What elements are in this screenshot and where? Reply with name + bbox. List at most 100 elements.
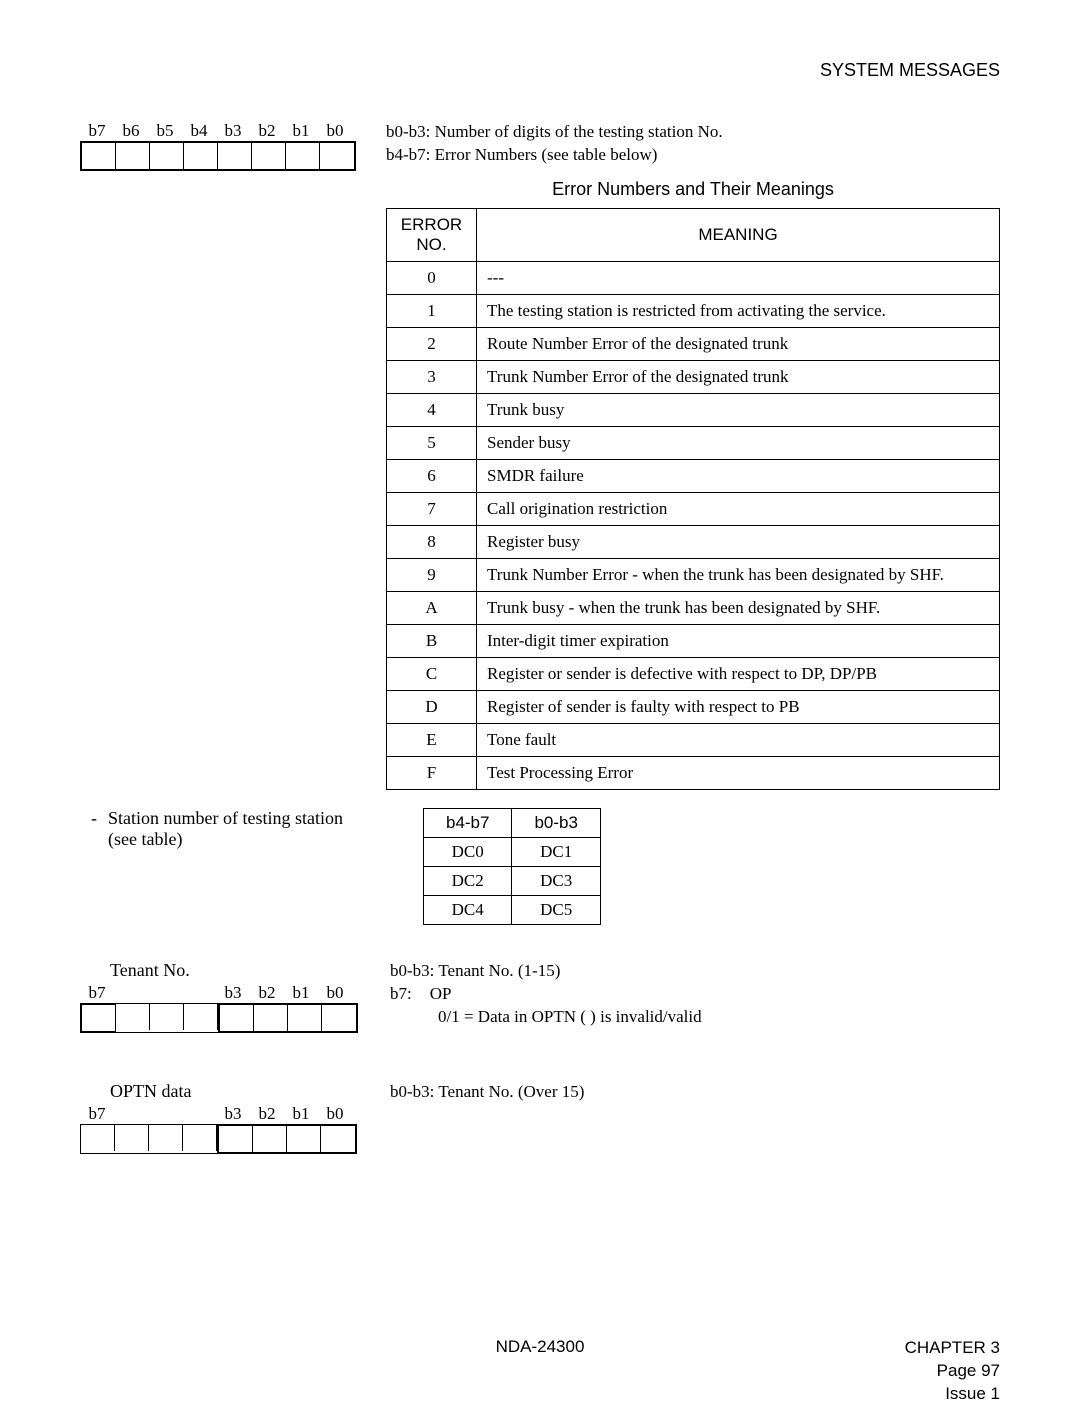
table-row: CRegister or sender is defective with re… — [387, 657, 1000, 690]
station-note-line: Station number of testing station — [108, 808, 343, 829]
tenant-bit-diagram: b7 x x x b3 b2 b1 b0 — [80, 983, 358, 1033]
error-meaning-cell: Register or sender is defective with res… — [477, 657, 1000, 690]
bit-label: b6 — [114, 121, 148, 141]
top-notes: b0-b3: Number of digits of the testing s… — [386, 121, 1000, 167]
error-no-cell: 8 — [387, 525, 477, 558]
note-line: OP — [430, 983, 452, 1006]
footer-page: Page 97 — [905, 1360, 1000, 1383]
error-no-cell: 1 — [387, 294, 477, 327]
optn-notes: b0-b3: Tenant No. (Over 15) — [390, 1081, 584, 1104]
dc-cell: DC2 — [423, 866, 511, 895]
note-line: b4-b7: Error Numbers (see table below) — [386, 144, 1000, 167]
bit-label: b2 — [250, 1104, 284, 1124]
note-line: 0/1 = Data in OPTN ( ) is invalid/valid — [438, 1006, 702, 1029]
error-no-cell: F — [387, 756, 477, 789]
table-row: 2Route Number Error of the designated tr… — [387, 327, 1000, 360]
optn-label: OPTN data — [110, 1081, 360, 1102]
error-no-cell: 5 — [387, 426, 477, 459]
error-no-cell: 4 — [387, 393, 477, 426]
error-no-cell: 9 — [387, 558, 477, 591]
dc-head-right: b0-b3 — [512, 808, 600, 837]
tenant-notes: b0-b3: Tenant No. (1-15) b7: OP 0/1 = Da… — [390, 960, 702, 1029]
bit-label: b1 — [284, 121, 318, 141]
error-meaning-cell: Sender busy — [477, 426, 1000, 459]
bit-label: b1 — [284, 1104, 318, 1124]
bit-label: b2 — [250, 121, 284, 141]
bit-label: b5 — [148, 121, 182, 141]
error-meaning-cell: Trunk busy — [477, 393, 1000, 426]
dc-table: b4-b7 b0-b3 DC0DC1DC2DC3DC4DC5 — [423, 808, 601, 925]
note-line: b0-b3: Number of digits of the testing s… — [386, 121, 1000, 144]
error-table-title: Error Numbers and Their Meanings — [386, 179, 1000, 200]
bit-row — [80, 141, 356, 171]
table-row: 0--- — [387, 261, 1000, 294]
error-meaning-cell: Test Processing Error — [477, 756, 1000, 789]
error-meaning-cell: Inter-digit timer expiration — [477, 624, 1000, 657]
error-meaning-cell: Trunk busy - when the trunk has been des… — [477, 591, 1000, 624]
footer-doc: NDA-24300 — [80, 1337, 1000, 1357]
bit-row — [80, 1003, 358, 1033]
top-bit-diagram: b7 b6 b5 b4 b3 b2 b1 b0 — [80, 121, 356, 171]
table-row: 1The testing station is restricted from … — [387, 294, 1000, 327]
dc-cell: DC0 — [423, 837, 511, 866]
tenant-label: Tenant No. — [110, 960, 360, 981]
table-row: ETone fault — [387, 723, 1000, 756]
footer-chapter: CHAPTER 3 — [905, 1337, 1000, 1360]
bit-label: b0 — [318, 983, 352, 1003]
table-row: 4Trunk busy — [387, 393, 1000, 426]
error-no-cell: 2 — [387, 327, 477, 360]
error-no-cell: A — [387, 591, 477, 624]
error-table-head-no: ERROR NO. — [387, 208, 477, 261]
dc-head-left: b4-b7 — [423, 808, 511, 837]
table-row: DC2DC3 — [423, 866, 600, 895]
optn-bit-diagram: b7 x x x b3 b2 b1 b0 — [80, 1104, 357, 1154]
bit-label: b4 — [182, 121, 216, 141]
error-no-cell: B — [387, 624, 477, 657]
error-table: ERROR NO. MEANING 0---1The testing stati… — [386, 208, 1000, 790]
dc-cell: DC4 — [423, 895, 511, 924]
footer-issue: Issue 1 — [905, 1383, 1000, 1406]
error-meaning-cell: Register of sender is faulty with respec… — [477, 690, 1000, 723]
bit-label: b3 — [216, 121, 250, 141]
error-no-cell: C — [387, 657, 477, 690]
bit-label: b7 — [80, 121, 114, 141]
table-row: 9Trunk Number Error - when the trunk has… — [387, 558, 1000, 591]
dc-cell: DC1 — [512, 837, 600, 866]
error-meaning-cell: Tone fault — [477, 723, 1000, 756]
page-header: SYSTEM MESSAGES — [80, 60, 1000, 81]
error-no-cell: 0 — [387, 261, 477, 294]
error-no-cell: 3 — [387, 360, 477, 393]
error-no-cell: 6 — [387, 459, 477, 492]
bit-label: b3 — [216, 983, 250, 1003]
table-row: DC4DC5 — [423, 895, 600, 924]
table-row: FTest Processing Error — [387, 756, 1000, 789]
table-row: 7Call origination restriction — [387, 492, 1000, 525]
error-no-cell: D — [387, 690, 477, 723]
error-meaning-cell: SMDR failure — [477, 459, 1000, 492]
error-table-head-meaning: MEANING — [477, 208, 1000, 261]
table-row: ATrunk busy - when the trunk has been de… — [387, 591, 1000, 624]
error-no-cell: E — [387, 723, 477, 756]
table-row: 8Register busy — [387, 525, 1000, 558]
dc-cell: DC3 — [512, 866, 600, 895]
bit-label: b7 — [80, 1104, 114, 1124]
bit-label: b3 — [216, 1104, 250, 1124]
table-row: BInter-digit timer expiration — [387, 624, 1000, 657]
bit-row — [80, 1124, 357, 1154]
table-row: 3Trunk Number Error of the designated tr… — [387, 360, 1000, 393]
bit-label: b0 — [318, 1104, 352, 1124]
table-row: DRegister of sender is faulty with respe… — [387, 690, 1000, 723]
dc-cell: DC5 — [512, 895, 600, 924]
error-meaning-cell: Route Number Error of the designated tru… — [477, 327, 1000, 360]
bit-label: b1 — [284, 983, 318, 1003]
station-note: - Station number of testing station (see… — [80, 808, 1000, 925]
dash: - — [80, 808, 108, 925]
bit-label: b0 — [318, 121, 352, 141]
error-meaning-cell: The testing station is restricted from a… — [477, 294, 1000, 327]
error-meaning-cell: Register busy — [477, 525, 1000, 558]
table-row: DC0DC1 — [423, 837, 600, 866]
error-meaning-cell: --- — [477, 261, 1000, 294]
error-meaning-cell: Call origination restriction — [477, 492, 1000, 525]
note-line: b7: — [390, 983, 412, 1006]
bit-label: b7 — [80, 983, 114, 1003]
